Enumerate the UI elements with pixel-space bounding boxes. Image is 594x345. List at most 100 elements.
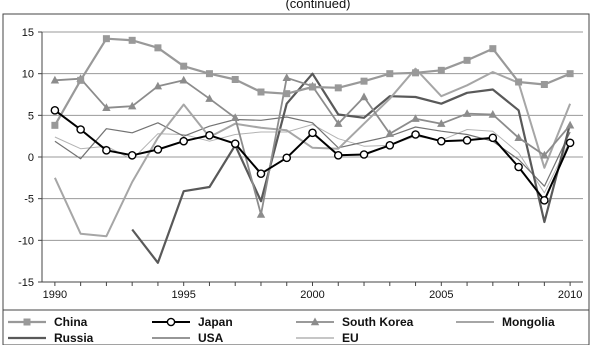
x-tick-label: 1995 xyxy=(171,289,195,301)
data-point xyxy=(102,146,111,155)
data-point xyxy=(333,151,343,160)
data-point xyxy=(489,45,497,53)
data-point xyxy=(385,141,395,150)
data-point xyxy=(488,110,497,118)
legend-label: Mongolia xyxy=(502,315,555,329)
data-point xyxy=(102,103,111,111)
data-point xyxy=(231,113,240,121)
data-point xyxy=(153,81,163,90)
legend-marker xyxy=(166,317,176,327)
y-tick-label: -15 xyxy=(18,277,34,289)
legend-item: USA xyxy=(152,331,224,345)
data-point xyxy=(153,145,163,154)
data-point xyxy=(412,69,420,77)
data-point xyxy=(256,210,266,218)
data-point xyxy=(540,196,549,205)
data-point xyxy=(514,162,523,172)
y-tick-label: -10 xyxy=(18,235,34,247)
y-axis: 15 10 5 0 -5 -10 -15 xyxy=(18,27,43,289)
data-point xyxy=(462,136,472,145)
series-line xyxy=(131,72,572,264)
data-point xyxy=(565,120,575,129)
series-mongolia xyxy=(53,67,572,238)
series-japan xyxy=(50,106,575,205)
data-point xyxy=(514,133,523,141)
data-point xyxy=(50,75,60,84)
legend-item: South Korea xyxy=(296,315,414,329)
x-tick-label: 2000 xyxy=(300,289,324,301)
data-point xyxy=(437,119,446,127)
legend-label: China xyxy=(54,315,88,329)
data-point xyxy=(488,133,498,143)
series-china xyxy=(51,35,574,129)
legend-label: USA xyxy=(198,331,224,345)
data-point xyxy=(256,169,266,178)
legend-marker xyxy=(310,317,320,326)
legend-label: EU xyxy=(342,331,359,345)
data-point xyxy=(334,84,342,92)
data-point xyxy=(257,88,265,96)
legend-frame xyxy=(2,309,590,345)
data-point xyxy=(154,44,162,52)
series-line xyxy=(53,67,572,238)
data-point xyxy=(540,150,549,159)
legend: China Japan South Korea Mongolia Russia USA EU xyxy=(8,315,555,345)
data-point xyxy=(179,136,188,146)
data-point xyxy=(437,66,445,74)
legend-item: Mongolia xyxy=(456,315,555,329)
y-tick-label: 15 xyxy=(22,27,34,39)
data-point xyxy=(411,130,420,139)
data-point xyxy=(205,131,214,140)
data-point xyxy=(102,35,110,43)
y-tick-label: 10 xyxy=(22,69,34,81)
data-point xyxy=(334,119,343,127)
x-tick-label: 2005 xyxy=(429,289,453,301)
x-axis: 1990 1995 2000 2005 2010 xyxy=(42,281,583,301)
data-point xyxy=(411,114,420,122)
plot-frame xyxy=(2,13,590,311)
chart-title: (continued) xyxy=(285,0,350,11)
series-layer xyxy=(50,35,575,264)
data-point xyxy=(282,153,292,163)
y-tick-label: 0 xyxy=(28,152,34,164)
data-point xyxy=(205,94,214,102)
legend-label: South Korea xyxy=(342,315,414,329)
data-point xyxy=(462,109,472,117)
plot-area: 15 10 5 0 -5 -10 -15 1990 1995 2000 2005 2010 xyxy=(18,27,583,301)
data-point xyxy=(540,81,548,88)
y-tick-label: -5 xyxy=(24,194,34,206)
data-point xyxy=(463,56,471,64)
data-point xyxy=(230,139,240,148)
legend-item: Japan xyxy=(152,315,233,329)
legend-marker xyxy=(23,318,31,326)
legend-item: EU xyxy=(296,331,359,345)
series-eu xyxy=(54,124,571,194)
legend-label: Russia xyxy=(54,331,94,345)
data-point xyxy=(128,101,137,110)
data-point xyxy=(179,75,188,84)
data-point xyxy=(51,121,59,129)
legend-item: China xyxy=(8,315,88,329)
series-line xyxy=(54,124,571,194)
data-point xyxy=(360,77,368,85)
data-point xyxy=(50,106,60,115)
data-point xyxy=(566,70,574,78)
data-point xyxy=(77,76,85,84)
data-point xyxy=(76,125,85,134)
data-point xyxy=(359,150,369,159)
data-point xyxy=(437,136,446,146)
data-point xyxy=(282,73,291,81)
data-point xyxy=(515,78,523,86)
data-point xyxy=(565,138,575,148)
data-point xyxy=(283,90,291,98)
data-point xyxy=(309,83,316,91)
series-russia xyxy=(131,72,572,264)
data-point xyxy=(359,92,369,101)
data-point xyxy=(386,70,394,78)
legend-label: Japan xyxy=(198,315,233,329)
y-tick-label: 5 xyxy=(28,110,34,122)
x-tick-label: 1990 xyxy=(43,289,67,301)
x-tick-label: 2010 xyxy=(558,289,582,301)
data-point xyxy=(385,129,394,137)
